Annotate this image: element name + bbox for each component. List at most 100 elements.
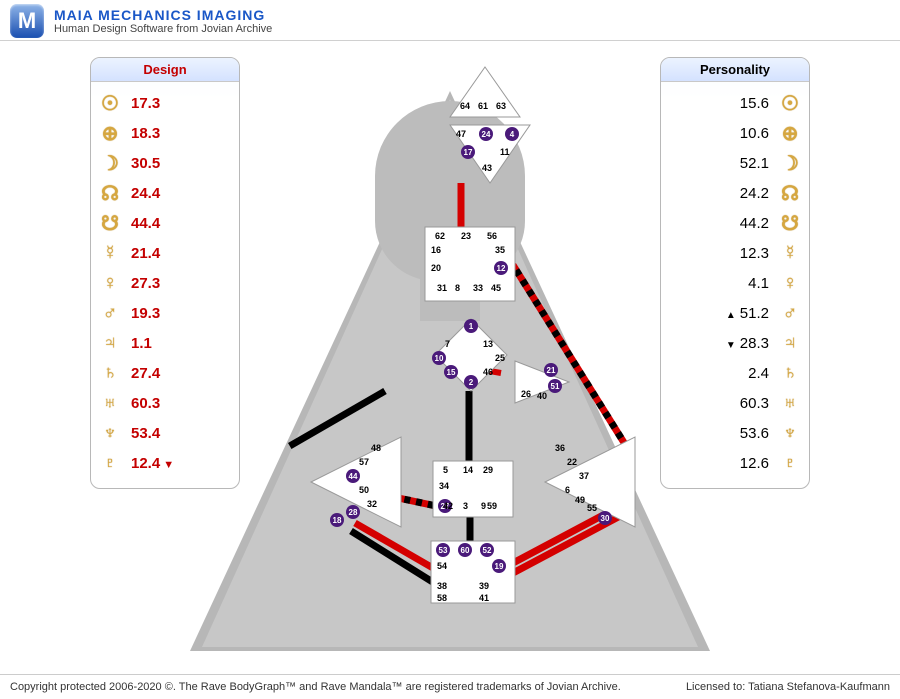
svg-text:26: 26 bbox=[521, 389, 531, 399]
channel bbox=[511, 508, 611, 566]
svg-text:50: 50 bbox=[359, 485, 369, 495]
planet-glyph-icon: ☉ bbox=[99, 92, 121, 114]
center-throat: 622356163520123183345 bbox=[425, 227, 515, 301]
main-area: Design ☉17.3⊕18.3☽30.5☊24.4☋44.4☿21.4♀27… bbox=[0, 41, 900, 657]
svg-text:48: 48 bbox=[371, 443, 381, 453]
planet-glyph-icon: ♆ bbox=[99, 422, 121, 444]
svg-text:30: 30 bbox=[601, 514, 610, 523]
svg-text:58: 58 bbox=[437, 593, 447, 603]
planet-glyph-icon: ♆ bbox=[779, 422, 801, 444]
svg-text:19: 19 bbox=[495, 562, 504, 571]
logo-icon: M bbox=[10, 4, 44, 38]
planet-glyph-icon: ☽ bbox=[779, 152, 801, 174]
gate-line-value: 51.2 bbox=[726, 305, 769, 322]
bodygraph-area: 646163 47244171143 622356163520123183345 17… bbox=[255, 41, 645, 657]
svg-text:22: 22 bbox=[567, 457, 577, 467]
svg-text:36: 36 bbox=[555, 443, 565, 453]
svg-text:49: 49 bbox=[575, 495, 585, 505]
planet-glyph-icon: ♇ bbox=[779, 452, 801, 474]
planet-glyph-icon: ☽ bbox=[99, 152, 121, 174]
planet-glyph-icon: ♂ bbox=[779, 302, 801, 324]
svg-text:2: 2 bbox=[469, 378, 474, 387]
gate-line-value: 53.6 bbox=[740, 425, 769, 442]
svg-text:23: 23 bbox=[461, 231, 471, 241]
planet-glyph-icon: ♇ bbox=[99, 452, 121, 474]
footer: Copyright protected 2006-2020 ©. The Rav… bbox=[0, 674, 900, 699]
center-heart: 21512640 bbox=[515, 361, 569, 403]
gate-line-value: 60.3 bbox=[740, 395, 769, 412]
gate-line-value: 19.3 bbox=[131, 305, 160, 322]
gate-line-value: 12.3 bbox=[740, 245, 769, 262]
svg-text:7: 7 bbox=[445, 339, 450, 349]
bodygraph-svg: 646163 47244171143 622356163520123183345 17… bbox=[255, 41, 685, 657]
channel bbox=[466, 391, 473, 465]
planet-glyph-icon: ☿ bbox=[99, 242, 121, 264]
gate-line-value: 10.6 bbox=[740, 125, 769, 142]
planet-glyph-icon: ♃ bbox=[779, 332, 801, 354]
gate-line-value: 27.3 bbox=[131, 275, 160, 292]
svg-text:63: 63 bbox=[496, 101, 506, 111]
svg-text:44: 44 bbox=[349, 472, 358, 481]
svg-text:14: 14 bbox=[463, 465, 473, 475]
svg-text:53: 53 bbox=[439, 546, 448, 555]
planet-glyph-icon: ☋ bbox=[779, 212, 801, 234]
svg-text:41: 41 bbox=[479, 593, 489, 603]
svg-text:57: 57 bbox=[359, 457, 369, 467]
svg-text:29: 29 bbox=[483, 465, 493, 475]
gate-line-value: 53.4 bbox=[131, 425, 160, 442]
svg-text:16: 16 bbox=[431, 245, 441, 255]
gate-line-value: 12.4 bbox=[131, 455, 174, 472]
svg-text:18: 18 bbox=[333, 516, 342, 525]
center-head: 646163 bbox=[450, 67, 520, 117]
app-title: MAIA MECHANICS IMAGING bbox=[54, 7, 272, 23]
svg-text:42: 42 bbox=[443, 501, 453, 511]
gate-line-value: 21.4 bbox=[131, 245, 160, 262]
gate-line-value: 18.3 bbox=[131, 125, 160, 142]
svg-text:24: 24 bbox=[482, 130, 491, 139]
gate-line-value: 44.4 bbox=[131, 215, 160, 232]
licensed-text: Licensed to: Tatiana Stefanova-Kaufmann bbox=[686, 681, 890, 693]
svg-text:10: 10 bbox=[435, 354, 444, 363]
svg-text:20: 20 bbox=[431, 263, 441, 273]
channel bbox=[288, 388, 387, 449]
planet-glyph-icon: ⊕ bbox=[99, 122, 121, 144]
planet-glyph-icon: ⊕ bbox=[779, 122, 801, 144]
planet-glyph-icon: ☊ bbox=[779, 182, 801, 204]
gate-line-value: 60.3 bbox=[131, 395, 160, 412]
planet-glyph-icon: ♃ bbox=[99, 332, 121, 354]
svg-text:17: 17 bbox=[464, 148, 473, 157]
svg-text:15: 15 bbox=[447, 368, 456, 377]
svg-text:31: 31 bbox=[437, 283, 447, 293]
svg-text:64: 64 bbox=[460, 101, 470, 111]
gate-line-value: 17.3 bbox=[131, 95, 160, 112]
svg-text:59: 59 bbox=[487, 501, 497, 511]
gate-line-value: 30.5 bbox=[131, 155, 160, 172]
center-root: 536052541938395841 bbox=[431, 541, 515, 603]
svg-text:43: 43 bbox=[482, 163, 492, 173]
gate-line-value: 15.6 bbox=[740, 95, 769, 112]
gate-line-value: 52.1 bbox=[740, 155, 769, 172]
planet-glyph-icon: ☊ bbox=[99, 182, 121, 204]
app-subtitle: Human Design Software from Jovian Archiv… bbox=[54, 23, 272, 35]
svg-text:25: 25 bbox=[495, 353, 505, 363]
title-block: MAIA MECHANICS IMAGING Human Design Soft… bbox=[54, 7, 272, 35]
planet-glyph-icon: ♀ bbox=[779, 272, 801, 294]
center-ajna: 47244171143 bbox=[450, 125, 530, 183]
svg-text:3: 3 bbox=[463, 501, 468, 511]
channel bbox=[510, 263, 630, 450]
channel bbox=[458, 183, 465, 229]
svg-text:21: 21 bbox=[547, 366, 556, 375]
design-header: Design bbox=[91, 58, 239, 82]
svg-text:52: 52 bbox=[483, 546, 492, 555]
center-solar: 3622376495530 bbox=[545, 437, 635, 527]
planet-glyph-icon: ☋ bbox=[99, 212, 121, 234]
svg-text:5: 5 bbox=[443, 465, 448, 475]
svg-text:34: 34 bbox=[439, 481, 449, 491]
svg-text:45: 45 bbox=[491, 283, 501, 293]
svg-text:46: 46 bbox=[483, 367, 493, 377]
svg-text:54: 54 bbox=[437, 561, 447, 571]
planet-glyph-icon: ♅ bbox=[99, 392, 121, 414]
gate-line-value: 4.1 bbox=[748, 275, 769, 292]
gate-line-value: 24.2 bbox=[740, 185, 769, 202]
center-spleen: 48574450322818 bbox=[311, 437, 401, 527]
